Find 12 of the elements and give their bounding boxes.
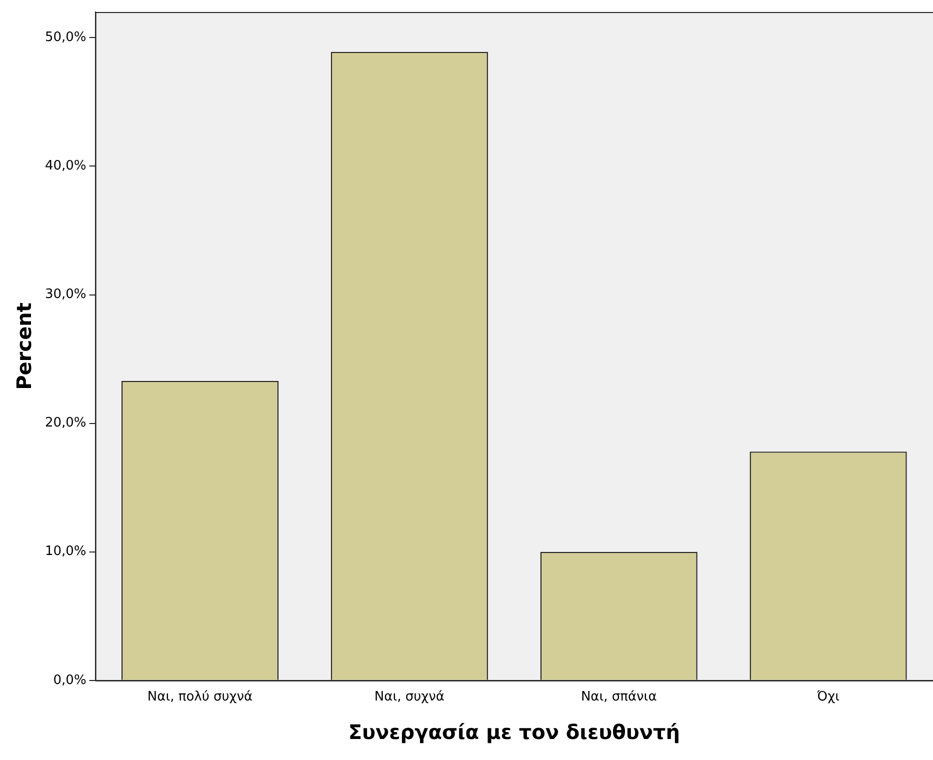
y-tick-label: 30,0%: [44, 287, 86, 302]
y-tick-label: 50,0%: [44, 30, 86, 46]
x-tick-label: Όχι: [816, 690, 840, 705]
y-tick-label: 40,0%: [44, 158, 86, 174]
x-tick-label: Ναι, συχνά: [374, 690, 444, 705]
y-tick-label: 10,0%: [44, 544, 86, 560]
y-axis-title: Percent: [12, 302, 36, 390]
x-tick-label: Ναι, πολύ συχνά: [147, 690, 253, 705]
y-tick-label: 20,0%: [44, 416, 86, 431]
y-tick-label: 0,0%: [53, 672, 86, 688]
x-axis-title: Συνεργασία με τον διευθυντή: [348, 720, 680, 744]
x-tick-label: Ναι, σπάνια: [580, 690, 657, 705]
